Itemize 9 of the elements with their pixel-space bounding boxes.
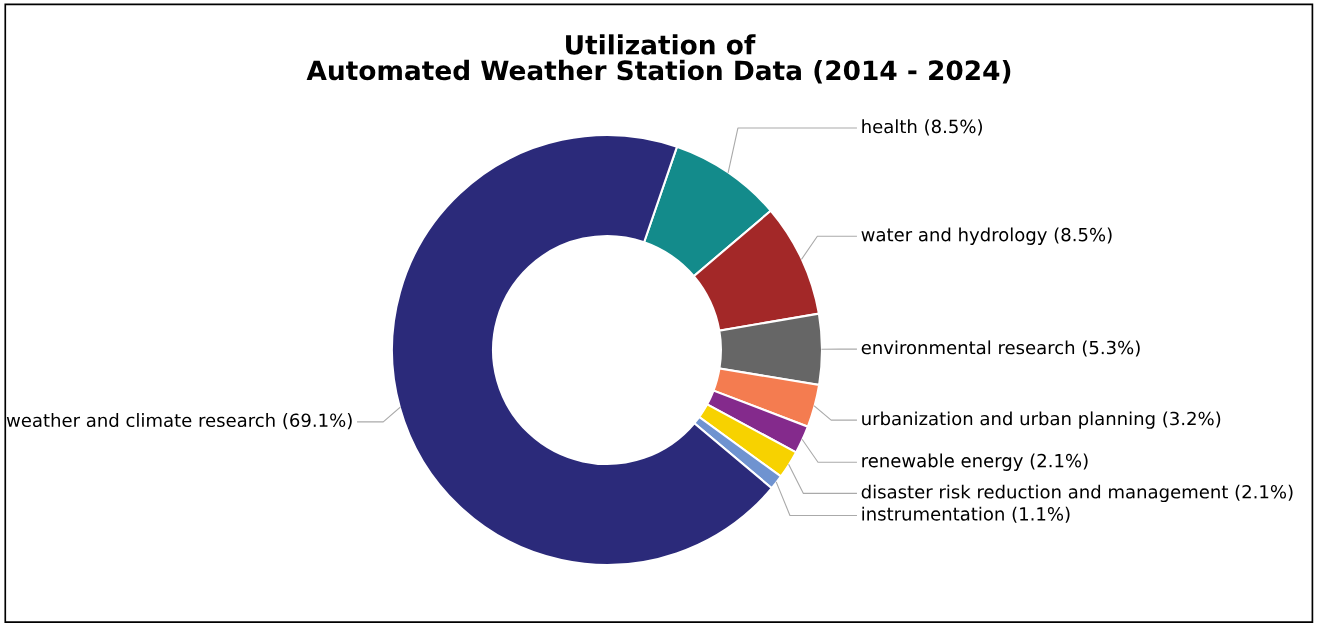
slice-label: weather and climate research (69.1%) xyxy=(6,413,352,430)
slice-label: renewable energy (2.1%) xyxy=(862,453,1088,471)
slice-label: instrumentation (1.1%) xyxy=(862,506,1070,523)
slice-label: disaster risk reduction and management (2.1%) xyxy=(861,484,1293,503)
chart-title: Utilization of Automated Weather Station Data (2014 - 2024) xyxy=(306,34,1011,84)
slice-label: water and hydrology (8.5%) xyxy=(861,227,1112,245)
slice-label: environmental research (5.3%) xyxy=(861,340,1140,357)
slice-label: health (8.5%) xyxy=(862,119,982,136)
slice-label: urbanization and urban planning (3.2%) xyxy=(862,411,1221,429)
